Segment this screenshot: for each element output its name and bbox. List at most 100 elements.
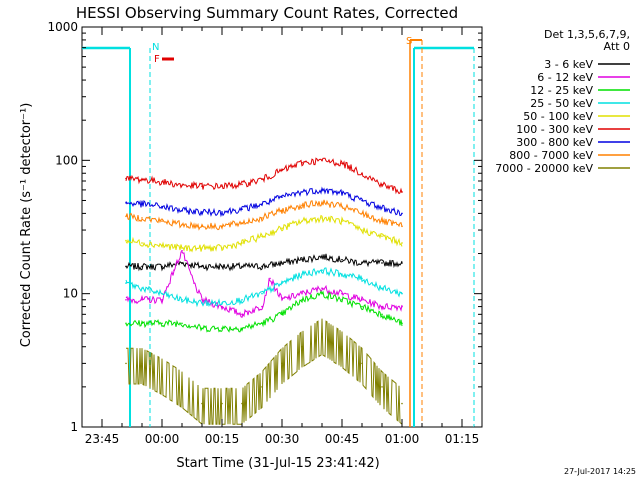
series-7-point (381, 220, 383, 222)
series-6-point (301, 191, 303, 193)
series-line-2 (125, 290, 403, 333)
series-6-point (361, 199, 363, 202)
legend-label: 3 - 6 keV (544, 58, 593, 71)
series-0-point (361, 262, 363, 264)
series-5 (125, 157, 403, 195)
series-2-point (301, 298, 303, 301)
series-3-point (361, 277, 363, 280)
x-tick-label: 01:15 (445, 432, 480, 446)
series-3-point (281, 282, 283, 284)
series-8 (125, 318, 403, 426)
series-3-point (401, 292, 403, 295)
series-6-point (141, 203, 143, 205)
series-4-point (361, 229, 363, 231)
series-7-point (281, 209, 283, 212)
series-0-point (401, 262, 403, 264)
legend-label: 7000 - 20000 keV (495, 162, 593, 175)
x-tick-label: 00:45 (325, 432, 360, 446)
series-6-point (241, 208, 243, 211)
series-6-point (161, 205, 163, 208)
series-2-point (321, 292, 323, 295)
series-0-point (281, 262, 283, 264)
series-4-point (261, 235, 263, 237)
series-8-point (125, 362, 127, 365)
y-tick-label: 10 (63, 287, 78, 301)
y-tick-label: 1000 (47, 20, 78, 34)
series-1-point (125, 298, 127, 301)
series-1-point (301, 292, 303, 295)
series-5-point (201, 185, 203, 187)
series-0-point (321, 255, 323, 258)
series-3-point (221, 302, 223, 304)
x-tick-label: 00:30 (265, 432, 300, 446)
series-1-point (221, 305, 223, 308)
series-0-point (241, 265, 243, 268)
series-5-point (221, 185, 223, 187)
series-1-point (201, 298, 203, 301)
series-0-point (201, 265, 203, 268)
series-6-point (321, 189, 323, 191)
series-5-point (161, 181, 163, 183)
series-8-point (221, 402, 223, 405)
series-line-4 (125, 214, 403, 253)
series-0-point (261, 265, 263, 268)
series-4-point (201, 247, 203, 249)
x-axis-label: Start Time (31-Jul-15 23:41:42) (176, 456, 379, 471)
series-7-point (341, 205, 343, 208)
series-2 (125, 290, 403, 333)
series-4-point (321, 217, 323, 219)
series-1-point (193, 282, 195, 284)
series-6-point (401, 212, 403, 215)
legend-label: 300 - 800 keV (516, 136, 593, 149)
series-5-point (141, 178, 143, 181)
series-1-point (341, 292, 343, 295)
legend-label: 50 - 100 keV (523, 110, 593, 123)
series-7-point (181, 223, 183, 226)
series-1-point (321, 287, 323, 289)
series-1-point (141, 298, 143, 301)
series-8-point (401, 402, 403, 405)
series-7-point (221, 225, 223, 228)
series-2-point (361, 305, 363, 308)
series-0-point (161, 265, 163, 268)
series-8-point (201, 402, 203, 405)
series-5-point (361, 172, 363, 175)
footer-timestamp: 27-Jul-2017 14:25 (564, 467, 636, 476)
series-6-point (221, 211, 223, 213)
series-7-point (321, 202, 323, 204)
series-1-point (161, 298, 163, 301)
series-4-point (221, 247, 223, 249)
series-1-point (261, 305, 263, 308)
series-4-point (125, 239, 127, 242)
series-5-point (401, 191, 403, 193)
series-5-point (321, 159, 323, 162)
series-7-point (125, 215, 127, 218)
series-3-point (301, 273, 303, 275)
series-8-point (321, 333, 323, 335)
legend-attenuator: Att 0 (604, 40, 630, 53)
series-1-point (181, 249, 183, 252)
series-6-point (125, 202, 127, 204)
series-7-point (301, 204, 303, 207)
series-6-point (181, 209, 183, 212)
series-1-point (173, 269, 175, 271)
series-1-point (381, 305, 383, 308)
series-1-point (361, 298, 363, 301)
series-8-point (301, 345, 303, 348)
series-4-point (241, 242, 243, 244)
series-4-point (181, 247, 183, 249)
series-0-point (141, 265, 143, 268)
series-0-point (341, 258, 343, 261)
series-5-point (341, 162, 343, 165)
legend-label: 800 - 7000 keV (509, 149, 593, 162)
series-2-point (381, 313, 383, 316)
series-line-0 (125, 253, 403, 272)
series-4-point (281, 227, 283, 229)
series-line-1 (125, 251, 403, 319)
series-7 (125, 199, 403, 231)
series-1-point (241, 313, 243, 316)
x-tick-label: 00:15 (205, 432, 240, 446)
series-6-point (201, 211, 203, 213)
legend-label: 12 - 25 keV (530, 84, 593, 97)
